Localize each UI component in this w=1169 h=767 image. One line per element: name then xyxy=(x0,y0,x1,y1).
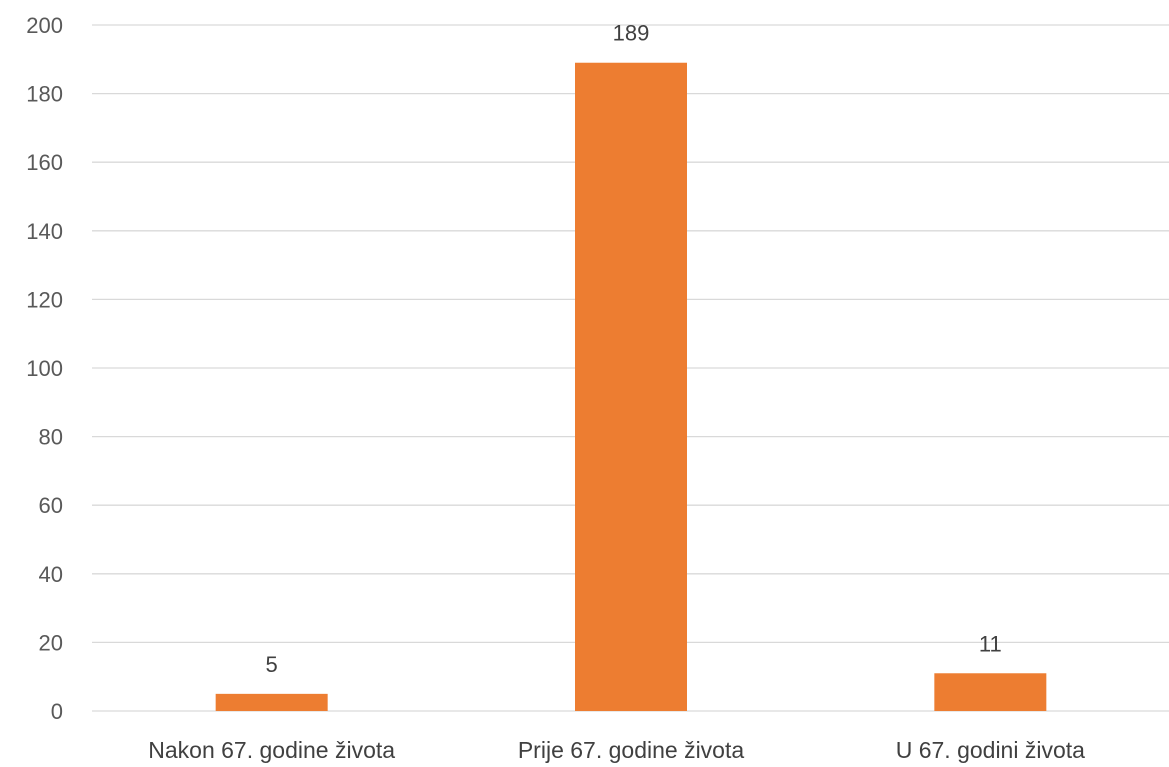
y-tick-label: 140 xyxy=(26,219,63,244)
y-tick-label: 0 xyxy=(51,699,63,724)
x-category-label: Prije 67. godine života xyxy=(518,737,745,763)
y-tick-label: 100 xyxy=(26,356,63,381)
y-tick-label: 200 xyxy=(26,13,63,38)
y-tick-label: 160 xyxy=(26,150,63,175)
y-tick-label: 120 xyxy=(26,287,63,312)
y-tick-label: 80 xyxy=(39,425,63,450)
bar xyxy=(575,62,687,712)
data-label: 5 xyxy=(266,652,278,677)
x-category-label: U 67. godini života xyxy=(896,737,1085,763)
y-tick-label: 180 xyxy=(26,82,63,107)
bar xyxy=(215,693,328,711)
bars xyxy=(215,62,1047,712)
y-tick-label: 20 xyxy=(39,630,63,655)
y-tick-label: 60 xyxy=(39,493,63,518)
data-label: 11 xyxy=(979,631,1002,656)
bar xyxy=(934,673,1047,711)
x-category-label: Nakon 67. godine života xyxy=(148,737,395,763)
y-axis-ticks: 0 20 40 60 80 100 120 140 160 180 200 xyxy=(26,13,63,724)
x-axis-categories: Nakon 67. godine života Prije 67. godine … xyxy=(148,737,1085,763)
data-label: 189 xyxy=(613,21,650,46)
data-labels: 5 189 11 xyxy=(266,21,1002,677)
y-tick-label: 40 xyxy=(39,562,63,587)
